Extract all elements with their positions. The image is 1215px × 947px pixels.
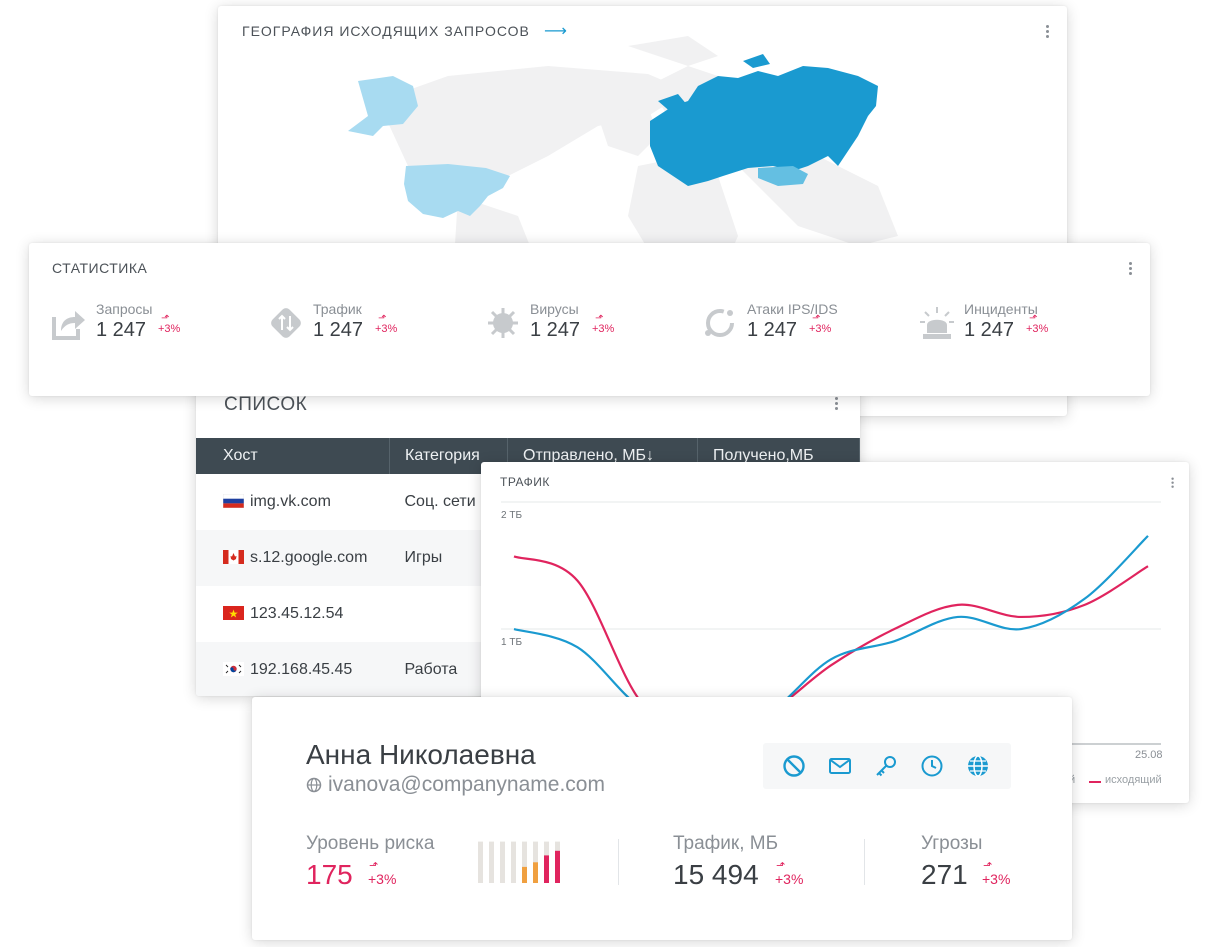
user-profile-card: Анна Николаевна ivanova@companyname.com …	[252, 697, 1072, 940]
canada-flag-icon	[223, 550, 244, 564]
stat-delta: +3%	[375, 313, 397, 335]
risk-bar-track	[478, 841, 483, 883]
divider	[864, 839, 865, 885]
column-header-host[interactable]: Хост	[196, 438, 390, 474]
metric-label: Уровень риска	[306, 833, 435, 854]
clock-icon[interactable]	[920, 754, 944, 778]
stat-label: Вирусы	[530, 301, 579, 317]
geo-card-title: ГЕОГРАФИЯ ИСХОДЯЩИХ ЗАПРОСОВ	[242, 23, 530, 39]
more-menu-icon[interactable]	[1129, 262, 1133, 277]
traffic-icon	[271, 308, 301, 338]
y-tick-label: 1 ТБ	[501, 637, 522, 648]
globe-icon	[306, 777, 322, 793]
risk-bar-track	[500, 841, 505, 883]
risk-bar	[522, 866, 527, 883]
globe-icon[interactable]	[966, 754, 990, 778]
user-name: Анна Николаевна	[306, 739, 536, 770]
legend-outgoing[interactable]: исходящий	[1105, 774, 1162, 786]
metric-value: 15 494	[673, 859, 759, 890]
risk-bar-track	[522, 841, 527, 883]
more-menu-icon[interactable]	[835, 397, 839, 412]
risk-bar-track	[511, 841, 516, 883]
legend-incoming-partial: й	[1069, 774, 1076, 786]
divider	[618, 839, 619, 885]
risk-bars-chart	[478, 841, 560, 883]
stat-delta: +3%	[809, 313, 831, 335]
alarm-icon	[920, 307, 954, 339]
risk-bar-track	[489, 841, 494, 883]
metric-label: Трафик, МБ	[673, 833, 779, 854]
stat-delta: +3%	[158, 313, 180, 335]
metric-risk-level: Уровень риска 175 +3%	[306, 833, 434, 891]
y-tick-label: 2 ТБ	[501, 510, 522, 521]
metric-delta: +3%	[775, 859, 803, 887]
stat-label: Запросы	[96, 301, 153, 317]
virus-icon	[488, 308, 518, 338]
stat-value: 1 247	[747, 319, 798, 341]
table-row[interactable]: 123.45.12.54	[196, 586, 860, 642]
metric-label: Угрозы	[921, 833, 983, 854]
stat-attacks[interactable]: Атаки IPS/IDS 1 247 +3%	[702, 301, 902, 351]
stat-viruses[interactable]: Вирусы 1 247 +3%	[485, 301, 685, 351]
key-icon[interactable]	[874, 754, 898, 778]
host-name: 192.168.45.45	[250, 661, 353, 678]
statistics-title: СТАТИСТИКА	[52, 260, 148, 276]
traffic-line-chart: 2 ТБ 1 ТБ	[501, 501, 1161, 745]
host-category: Соц. сети	[404, 493, 476, 510]
metric-traffic: Трафик, МБ 15 494 +3%	[673, 833, 803, 891]
user-actions-toolbar	[763, 743, 1011, 789]
stat-value: 1 247	[964, 319, 1015, 341]
stat-traffic[interactable]: Трафик 1 247 +3%	[268, 301, 468, 351]
vietnam-flag-icon	[223, 606, 244, 620]
stat-label: Трафик	[313, 301, 362, 317]
metric-delta: +3%	[982, 859, 1010, 887]
list-title: СПИСОК	[224, 394, 308, 415]
block-icon[interactable]	[782, 754, 806, 778]
host-name: s.12.google.com	[250, 549, 368, 566]
share-icon	[52, 311, 85, 340]
stat-incidents[interactable]: Инциденты 1 247 +3%	[919, 301, 1119, 351]
more-menu-icon[interactable]	[1171, 477, 1174, 490]
host-name: 123.45.12.54	[250, 605, 344, 622]
statistics-card: СТАТИСТИКА Запросы 1 247 +3% Трафик 1 24…	[29, 243, 1150, 396]
traffic-chart-title: ТРАФИК	[500, 475, 550, 489]
series-line-incoming[interactable]	[513, 535, 1149, 734]
table-row[interactable]: img.vk.com Соц. сети	[196, 474, 860, 530]
stat-label: Атаки IPS/IDS	[747, 301, 838, 317]
metric-threats: Угрозы 271 +3%	[921, 833, 1010, 891]
south-korea-flag-icon	[223, 662, 244, 676]
user-email[interactable]: ivanova@companyname.com	[328, 773, 605, 796]
stat-label: Инциденты	[964, 301, 1038, 317]
stat-requests[interactable]: Запросы 1 247 +3%	[51, 301, 251, 351]
stat-delta: +3%	[1026, 313, 1048, 335]
stat-delta: +3%	[592, 313, 614, 335]
more-menu-icon[interactable]	[1046, 25, 1050, 40]
risk-bar	[555, 850, 560, 883]
risk-bar	[544, 855, 549, 883]
host-name: img.vk.com	[250, 493, 331, 510]
russia-flag-icon	[223, 494, 244, 508]
mail-icon[interactable]	[828, 754, 852, 778]
series-line-outgoing[interactable]	[513, 555, 1149, 740]
risk-bar	[533, 862, 538, 883]
legend-swatch-outgoing	[1089, 781, 1101, 783]
arrow-right-icon[interactable]: ⟶	[544, 23, 567, 40]
x-tick-label: 25.08	[1135, 749, 1163, 761]
metric-value: 271	[921, 859, 968, 890]
stat-value: 1 247	[530, 319, 581, 341]
metric-value: 175	[306, 859, 353, 890]
metric-delta: +3%	[368, 859, 396, 887]
stat-value: 1 247	[313, 319, 364, 341]
attack-icon	[705, 309, 734, 337]
risk-bar-track	[533, 841, 538, 883]
stat-value: 1 247	[96, 319, 147, 341]
